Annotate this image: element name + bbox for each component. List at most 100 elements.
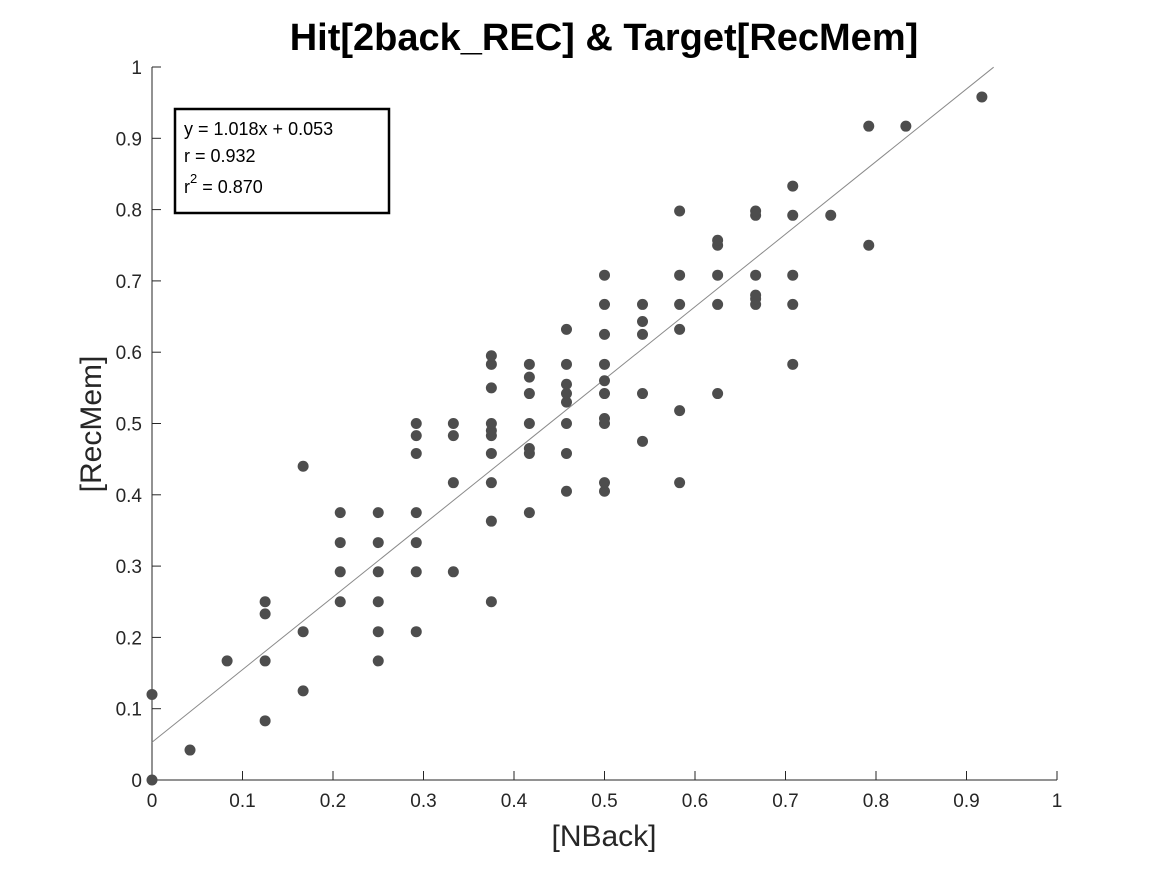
x-tick-label: 0.3 [410, 791, 436, 812]
x-tick-label: 0.1 [229, 791, 255, 812]
data-point [750, 289, 762, 301]
data-point [750, 205, 762, 217]
x-tick-label: 1 [1052, 791, 1063, 812]
data-point [447, 418, 459, 429]
x-axis-label: [NBack] [551, 820, 656, 853]
data-point [900, 120, 912, 132]
data-point [674, 298, 686, 310]
y-tick-label: 0.2 [116, 628, 142, 649]
stats-r-squared-value: = 0.870 [197, 177, 263, 197]
x-tick-label: 0.7 [772, 791, 798, 812]
data-point [787, 298, 799, 310]
y-tick-label: 0 [131, 771, 142, 792]
data-point [599, 269, 610, 281]
data-point [259, 715, 271, 727]
data-point [976, 91, 988, 103]
data-point [523, 507, 535, 519]
data-point [372, 566, 384, 578]
stats-r-squared-base: r [184, 177, 190, 197]
data-point [712, 269, 724, 281]
stats-r-squared: r2 = 0.870 [184, 171, 263, 197]
data-point [485, 447, 497, 459]
x-tick-label: 0.9 [953, 791, 979, 812]
data-point [599, 388, 610, 400]
data-point [674, 477, 686, 489]
data-point [825, 209, 837, 221]
data-point [485, 382, 497, 394]
data-point [334, 507, 346, 519]
y-tick-label: 0.5 [116, 415, 142, 436]
data-point [372, 655, 384, 667]
data-point [297, 626, 309, 638]
data-point [560, 358, 572, 370]
data-point [674, 323, 686, 335]
regression-line [151, 66, 994, 743]
data-point [410, 626, 422, 638]
data-point [259, 655, 271, 667]
data-point [787, 209, 799, 221]
y-ticks: 0 0.1 0.2 0.3 0.4 0.5 0.6 0.7 0.8 0.9 1 [116, 58, 161, 792]
data-point [637, 328, 649, 340]
x-tick-label: 0.5 [591, 791, 617, 812]
data-point [637, 435, 649, 447]
data-point [523, 418, 535, 429]
data-point [599, 358, 610, 370]
data-point [637, 388, 649, 400]
data-point [146, 688, 158, 700]
y-tick-label: 0.7 [116, 272, 142, 293]
data-point [560, 447, 572, 459]
data-point [410, 537, 422, 549]
y-tick-label: 1 [131, 58, 142, 79]
data-point [221, 655, 233, 667]
y-axis-label: [RecMem] [75, 356, 108, 493]
data-point [334, 537, 346, 549]
data-point [523, 388, 535, 400]
chart-title: Hit[2back_REC] & Target[RecMem] [290, 17, 919, 59]
y-tick-label: 0.8 [116, 201, 142, 222]
data-point [410, 507, 422, 519]
data-point [560, 396, 572, 408]
data-point [560, 378, 572, 390]
data-point [410, 447, 422, 459]
data-point [372, 537, 384, 549]
data-point [485, 515, 497, 527]
y-tick-label: 0.4 [116, 486, 143, 507]
data-point [637, 316, 649, 328]
data-point [560, 485, 572, 497]
data-point [334, 566, 346, 578]
data-point [599, 485, 610, 497]
data-point [485, 358, 497, 370]
stats-box-frame [173, 107, 391, 215]
stats-r-squared-exponent: 2 [190, 171, 197, 186]
data-point [560, 323, 572, 335]
data-point [184, 744, 196, 756]
data-point [712, 234, 724, 246]
data-point [674, 205, 686, 217]
x-tick-label: 0.8 [863, 791, 889, 812]
y-tick-label: 0.9 [116, 129, 142, 150]
data-point [599, 477, 610, 489]
data-point [485, 596, 497, 608]
stats-equation: y = 1.018x + 0.053 [184, 119, 333, 139]
y-tick-label: 0.3 [116, 557, 142, 578]
data-point [674, 269, 686, 281]
data-point [297, 460, 309, 472]
x-tick-label: 0.6 [682, 791, 708, 812]
data-point [523, 442, 535, 454]
data-point [372, 626, 384, 638]
data-point [523, 371, 535, 383]
data-point [485, 418, 497, 429]
data-point [560, 388, 572, 400]
data-point [297, 685, 309, 697]
stats-legend: y = 1.018x + 0.053 r = 0.932 r2 = 0.870 [173, 107, 391, 215]
data-points [146, 91, 988, 786]
data-point [712, 388, 724, 400]
data-point [259, 596, 271, 608]
data-point [259, 608, 271, 620]
data-point [372, 596, 384, 608]
data-point [750, 269, 762, 281]
data-point [787, 269, 799, 281]
data-point [712, 298, 724, 310]
data-point [334, 596, 346, 608]
